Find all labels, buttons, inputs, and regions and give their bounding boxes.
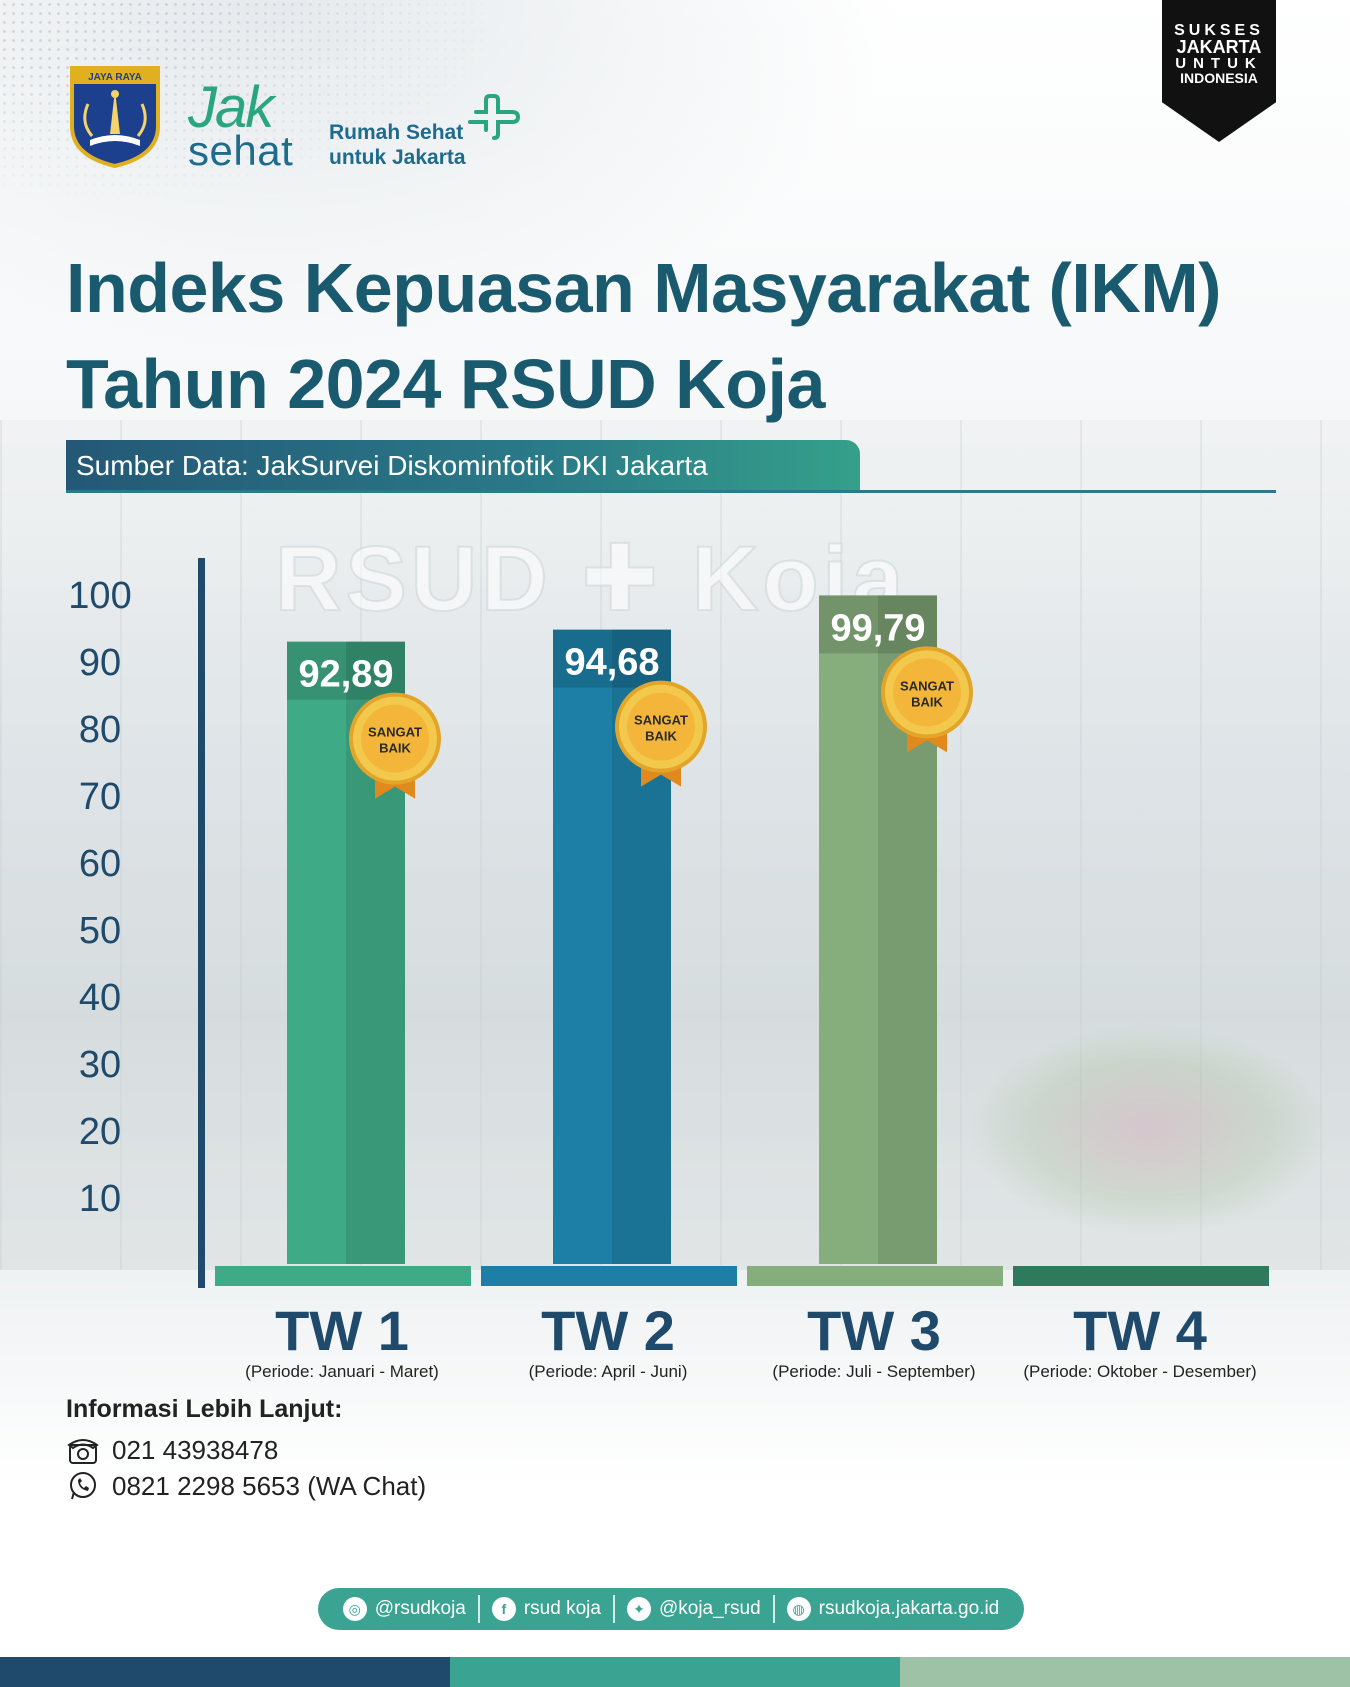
tagline-line1: Rumah Sehat [329, 121, 464, 144]
instagram-icon: ◎ [342, 1597, 367, 1621]
medal-label-line1: SANGAT [900, 678, 954, 693]
bar-value-label: 94,68 [564, 642, 659, 684]
website-link[interactable]: ◍ rsudkoja.jakarta.go.id [775, 1597, 1012, 1621]
contact-whatsapp: 0821 2298 5653 (WA Chat) [112, 1470, 427, 1501]
y-tick-label: 70 [79, 776, 121, 818]
contact-info: Informasi Lebih Lanjut: 021 43938478 082… [66, 1395, 426, 1504]
footer-stripe-1 [0, 1657, 450, 1687]
title-line1: Indeks Kepuasan Masyarakat (IKM) [66, 249, 1221, 327]
category-baseline [215, 1266, 471, 1286]
badge-line2: JAKARTA [1176, 37, 1262, 57]
y-tick-label: 40 [79, 977, 121, 1019]
category-period: (Periode: April - Juni) [529, 1362, 688, 1381]
medal-label-line2: BAIK [645, 729, 677, 744]
contact-title: Informasi Lebih Lanjut: [66, 1395, 343, 1423]
medal-inner [893, 658, 961, 727]
footer-stripe-2 [450, 1657, 900, 1687]
title-line2: Tahun 2024 RSUD Koja [66, 345, 825, 423]
background-building [0, 420, 1350, 1270]
y-tick-label: 60 [79, 843, 121, 885]
y-tick-label: 20 [79, 1111, 121, 1153]
jaksehat-logo: Jak sehat [188, 75, 294, 174]
crest-text: JAYA RAYA [88, 72, 142, 83]
facebook-link[interactable]: f rsud koja [480, 1597, 613, 1621]
whatsapp-icon [70, 1472, 96, 1500]
page-title: Indeks Kepuasan Masyarakat (IKM) Tahun 2… [66, 240, 1306, 432]
category-period: (Periode: Juli - September) [772, 1362, 975, 1381]
medal-label-line1: SANGAT [368, 725, 422, 740]
globe-icon: ◍ [786, 1597, 811, 1621]
instagram-handle: @rsudkoja [374, 1598, 466, 1619]
contact-whatsapp-row[interactable]: 0821 2298 5653 (WA Chat) [66, 1468, 426, 1504]
source-label: Sumber Data: JakSurvei Diskominfotik DKI… [66, 440, 860, 492]
facebook-icon: f [491, 1597, 516, 1621]
y-tick-label: 100 [68, 575, 131, 617]
badge-line4: INDONESIA [1180, 70, 1258, 86]
twitter-handle: @koja_rsud [658, 1598, 761, 1619]
category-baseline [1013, 1266, 1269, 1286]
tagline-line2: untuk Jakarta [329, 146, 466, 169]
contact-phone: 021 43938478 [112, 1434, 279, 1465]
medal-label-line2: BAIK [379, 741, 411, 756]
divider [612, 1595, 615, 1623]
category-label: TW 1 [275, 1299, 409, 1362]
category-label: TW 3 [807, 1299, 941, 1362]
category-baseline [481, 1266, 737, 1286]
category-period: (Periode: Januari - Maret) [245, 1362, 439, 1381]
category-baseline [747, 1266, 1003, 1286]
medal-inner [361, 704, 429, 773]
jakarta-crest-logo: JAYA RAYA [70, 66, 160, 168]
category-label: TW 2 [541, 1299, 675, 1362]
y-tick-label: 90 [79, 642, 121, 684]
facebook-handle: rsud koja [523, 1598, 601, 1619]
social-media-bar: ◎ @rsudkoja f rsud koja ✦ @koja_rsud ◍ r… [318, 1588, 1024, 1630]
footer-stripe [0, 1657, 1350, 1687]
rsud-koja-watermark: RSUD ✚ Koja [274, 527, 908, 631]
twitter-link[interactable]: ✦ @koja_rsud [615, 1597, 773, 1621]
jaksehat-logo-sehat: sehat [188, 127, 294, 174]
medal-inner [627, 692, 695, 761]
plus-cross-icon [468, 94, 520, 140]
y-tick-label: 80 [79, 709, 121, 751]
y-tick-label: 50 [79, 910, 121, 952]
bar-value-band [819, 595, 937, 654]
instagram-link[interactable]: ◎ @rsudkoja [331, 1597, 478, 1621]
website-url: rsudkoja.jakarta.go.id [818, 1598, 1000, 1619]
contact-phone-row[interactable]: 021 43938478 [66, 1432, 426, 1468]
category-label: TW 4 [1073, 1299, 1207, 1362]
badge-line3: UNTUK [1175, 55, 1263, 72]
bar-value-label: 92,89 [298, 654, 393, 696]
jaksehat-logo-jak: Jak [188, 75, 274, 140]
y-axis-line [198, 558, 205, 1288]
badge-line1: SUKSES [1174, 22, 1264, 39]
twitter-icon: ✦ [626, 1597, 651, 1621]
telephone-icon [67, 1439, 99, 1464]
divider [477, 1595, 480, 1623]
medal-label-line2: BAIK [911, 694, 943, 709]
y-tick-label: 10 [79, 1178, 121, 1220]
tagline: Rumah Sehat untuk Jakarta [329, 120, 466, 170]
y-tick-label: 30 [79, 1044, 121, 1086]
source-underline [66, 490, 1276, 493]
bar-value-band [287, 641, 405, 700]
bar-value-label: 99,79 [830, 607, 925, 649]
category-period: (Periode: Oktober - Desember) [1023, 1362, 1256, 1381]
medal-label-line1: SANGAT [634, 713, 688, 728]
bar-value-band [553, 629, 671, 688]
footer-stripe-3 [900, 1657, 1350, 1687]
divider [772, 1595, 775, 1623]
